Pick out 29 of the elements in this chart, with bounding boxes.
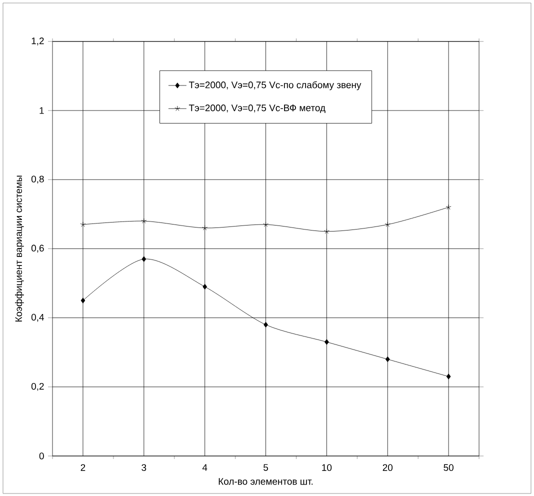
point (385, 356, 390, 362)
x-axis-title: Кол-во элементов шт. (218, 478, 313, 485)
point (142, 256, 146, 262)
x-tick-label: 5 (264, 464, 268, 471)
x-tick-label: 10 (322, 464, 332, 471)
point (202, 284, 208, 290)
y-tick-label: 0,8 (31, 175, 44, 184)
point (141, 218, 147, 224)
point (202, 224, 208, 230)
point (80, 297, 86, 304)
legend-label: Тэ=2000, Vэ=0,75 Vс-ВФ метод (188, 104, 326, 113)
point (263, 221, 268, 227)
y-axis-title: Коэффициент вариации системы (15, 176, 24, 322)
legend-label: Тэ=2000, Vэ=0,75 Vс-по слабому звену (188, 80, 362, 90)
point (446, 373, 451, 380)
y-tick-label: 1 (40, 107, 44, 114)
x-tick-label: 50 (444, 464, 454, 471)
point (384, 221, 390, 227)
point (264, 322, 268, 328)
point (324, 228, 330, 234)
y-tick-label: 0 (39, 452, 44, 460)
x-tick-label: 2 (80, 464, 86, 471)
x-tick-label: 3 (142, 464, 146, 471)
x-tick-label: 4 (202, 464, 208, 471)
x-tick-label: 20 (382, 464, 393, 471)
y-tick-label: 1,2 (32, 37, 44, 46)
y-tick-label: 0,6 (31, 244, 44, 252)
y-tick-label: 0,4 (31, 314, 44, 322)
y-tick-label: 0,2 (31, 382, 44, 391)
